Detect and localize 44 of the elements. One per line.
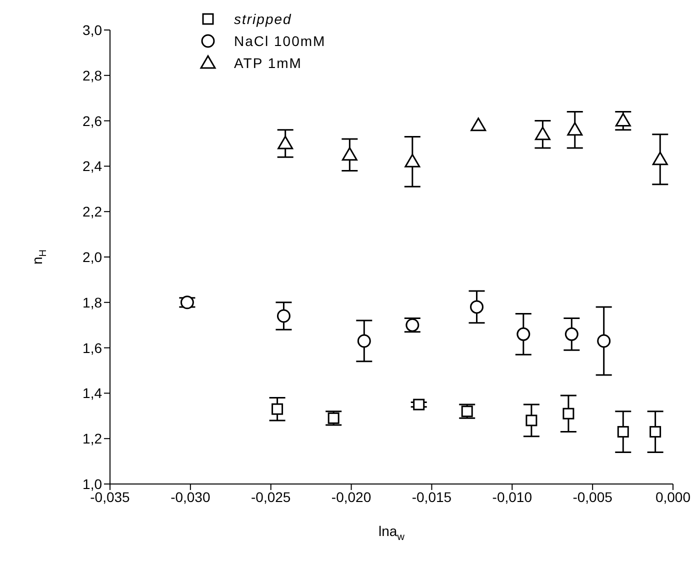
y-tick-label: 3,0 bbox=[82, 22, 102, 38]
point bbox=[615, 113, 631, 127]
y-tick-label: 2,0 bbox=[82, 248, 102, 265]
x-tick-label: -0,010 bbox=[492, 488, 532, 505]
point bbox=[272, 403, 284, 415]
y-tick-label: 1,2 bbox=[82, 430, 102, 447]
y-tick-label: 2,6 bbox=[82, 112, 102, 129]
point bbox=[617, 426, 629, 438]
point bbox=[534, 126, 550, 140]
legend-label: ATP 1mM bbox=[234, 55, 302, 71]
point bbox=[342, 147, 358, 161]
y-tick-label: 2,4 bbox=[82, 158, 102, 174]
point bbox=[564, 327, 578, 341]
x-tick-label: -0,020 bbox=[331, 488, 372, 505]
point bbox=[562, 408, 574, 420]
legend-label: NaCl 100mM bbox=[234, 33, 326, 49]
point bbox=[276, 309, 290, 323]
y-tick-label: 1,4 bbox=[82, 385, 102, 402]
point bbox=[413, 398, 425, 410]
x-axis-title: lna$_{w}$ bbox=[378, 523, 406, 543]
y-tick-label: 2,2 bbox=[82, 204, 102, 220]
point bbox=[328, 412, 340, 424]
point bbox=[526, 414, 538, 426]
point bbox=[516, 327, 530, 341]
point bbox=[470, 118, 486, 132]
point bbox=[357, 334, 371, 348]
legend-label: stripped bbox=[234, 11, 292, 27]
x-tick-label: -0,025 bbox=[251, 488, 291, 505]
x-tick-label: 0,000 bbox=[655, 488, 691, 505]
point bbox=[404, 154, 420, 168]
y-tick-label: 1,0 bbox=[82, 476, 102, 492]
y-tick-label: 1,6 bbox=[82, 340, 102, 356]
y-tick-label: 1,8 bbox=[82, 294, 102, 310]
point bbox=[597, 334, 611, 348]
point bbox=[278, 136, 294, 150]
point bbox=[461, 406, 473, 418]
point bbox=[652, 152, 668, 166]
point bbox=[470, 300, 484, 314]
y-tick-label: 2,8 bbox=[82, 67, 102, 84]
x-tick-label: -0,030 bbox=[170, 488, 210, 505]
x-tick-label: -0,005 bbox=[572, 488, 613, 505]
point bbox=[567, 122, 583, 136]
x-tick-label: -0,015 bbox=[412, 488, 452, 505]
point bbox=[650, 426, 662, 438]
